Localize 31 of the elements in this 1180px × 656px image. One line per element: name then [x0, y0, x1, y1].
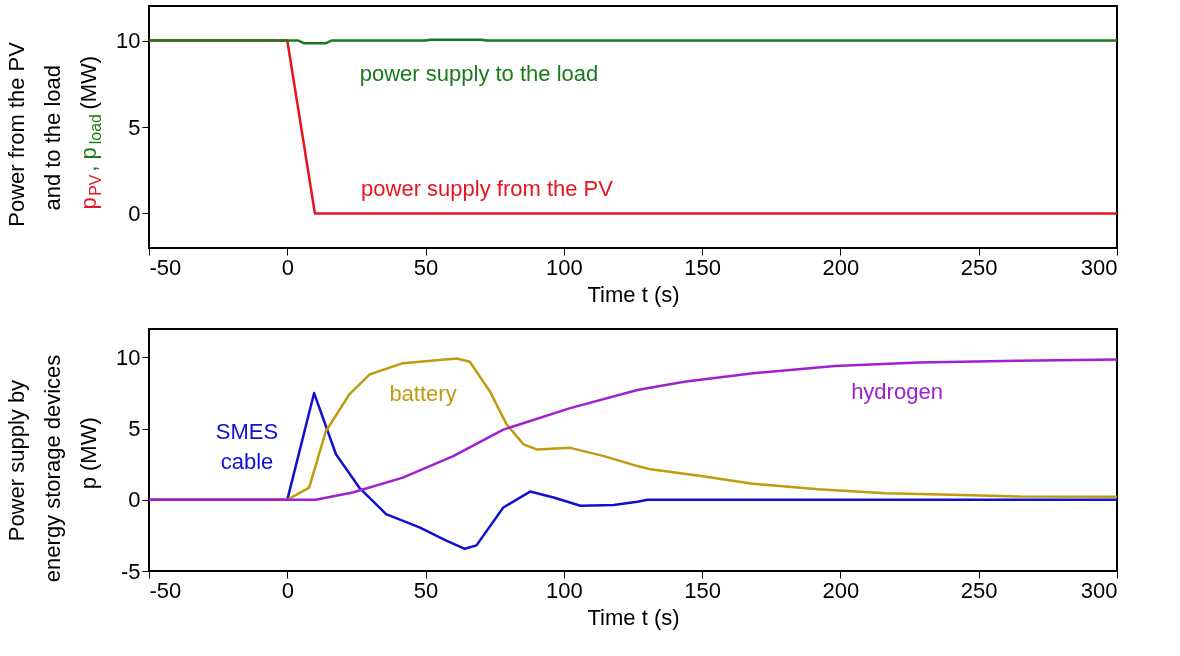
y-tick-label: 5	[128, 114, 141, 140]
x-tick-label: 200	[822, 577, 860, 603]
x-tick-label: 300	[1080, 577, 1118, 603]
x-tick-label: 150	[684, 577, 721, 603]
series-label: hydrogen	[851, 379, 943, 404]
x-tick-label: 300	[1080, 254, 1118, 280]
y-tick-label: 10	[116, 344, 141, 370]
x-tick-label: 250	[960, 254, 998, 280]
y-tick-label: 10	[116, 28, 141, 54]
series-label: power supply to the load	[359, 61, 599, 86]
x-tick-label: 250	[960, 577, 998, 603]
x-tick-label: -50	[149, 254, 182, 280]
x-tick-label: 100	[546, 254, 583, 280]
x-tick-label: 150	[684, 254, 721, 280]
x-axis-title: Time t (s)	[587, 281, 680, 307]
y-axis-title: Power supply by energy storage devices p (MW)	[4, 354, 101, 583]
series-label: battery	[389, 381, 457, 406]
y-tick-label: 0	[128, 487, 141, 513]
x-axis-title: Time t (s)	[587, 604, 680, 630]
x-tick-label: 50	[413, 254, 439, 280]
x-tick-label: 200	[822, 254, 860, 280]
y-tick-label: -5	[120, 558, 141, 584]
y-tick-label: 0	[128, 200, 141, 226]
x-tick-label: 50	[413, 577, 439, 603]
x-tick-label: 100	[546, 577, 583, 603]
series-label: SMES cable	[215, 419, 279, 474]
x-tick-label: -50	[149, 577, 182, 603]
x-tick-label: 0	[281, 577, 294, 603]
y-tick-label: 5	[128, 416, 141, 442]
series-label: power supply from the PV	[361, 176, 614, 201]
x-tick-label: 0	[281, 254, 294, 280]
